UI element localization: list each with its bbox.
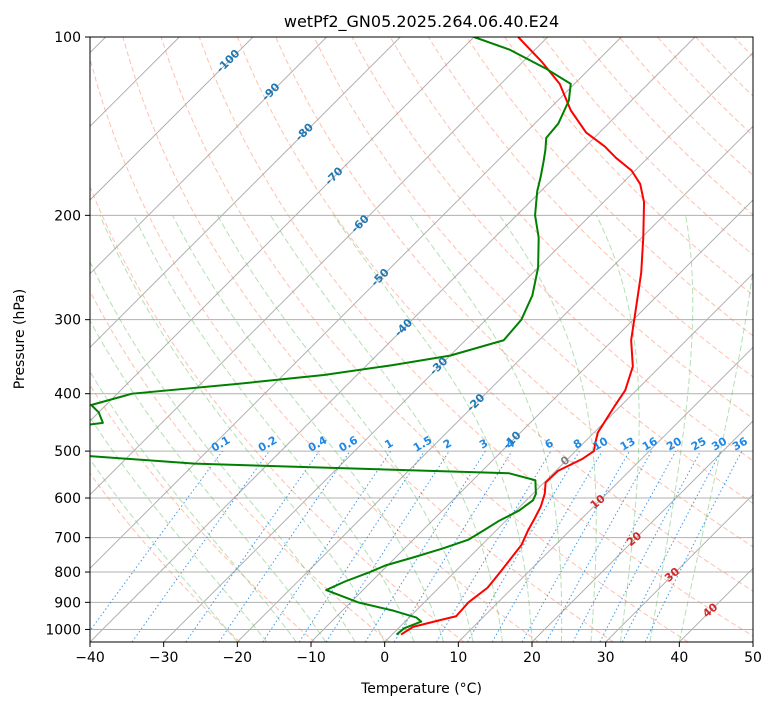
dry-adiabat: [122, 37, 614, 642]
plot-frame: [89, 36, 754, 643]
dry-adiabat: [198, 37, 753, 637]
y-axis-label: Pressure (hPa): [12, 289, 28, 389]
x-tick-label: 40: [670, 650, 688, 666]
isotherm-line: [752, 641, 753, 642]
isotherm-line: [90, 37, 696, 642]
mixing-ratio-label: 6: [543, 436, 556, 451]
y-tick-label: 1000: [45, 622, 81, 638]
moist-adiabat: [172, 215, 445, 642]
mixing-ratio-line: [325, 450, 450, 642]
tick-layer: −40 −30 −20 −10 0 10 20 30 40 50 100 200 300 400 500 60…: [45, 30, 762, 666]
isotherm-line: [384, 272, 753, 642]
mixing-ratio-line: [545, 450, 653, 642]
y-tick-label: 600: [54, 491, 81, 507]
x-tick-label: 50: [744, 650, 762, 666]
mixing-ratio-line: [364, 450, 486, 642]
moist-adiabat: [90, 370, 297, 642]
dry-adiabat: [90, 384, 315, 642]
mixing-ratio-line: [393, 450, 513, 642]
isotherm-line: [163, 51, 753, 642]
x-tick-label: 10: [449, 650, 467, 666]
moist-adiabat: [649, 215, 694, 642]
dry-adiabat: [427, 37, 753, 378]
dry-adiabat: [351, 37, 753, 462]
x-axis-label: Temperature (°C): [360, 681, 482, 697]
dry-adiabat: [733, 37, 753, 58]
data-layer: [90, 37, 646, 636]
y-tick-label: 200: [54, 208, 81, 224]
y-tick-label: 100: [54, 30, 81, 46]
isotherm-line: [531, 420, 753, 642]
mixing-ratio-line: [644, 450, 743, 642]
moist-adiabat: [133, 215, 415, 642]
dry-adiabat: [237, 37, 753, 592]
dry-adiabat: [542, 37, 753, 256]
x-tick-label: −10: [296, 650, 326, 666]
mixing-ratio-label: 3: [477, 437, 490, 452]
isotherm-line: [90, 37, 549, 496]
dry-adiabat: [90, 56, 540, 642]
moist-adiabat: [217, 215, 474, 642]
y-tick-label: 500: [54, 444, 81, 460]
dry-adiabat: [657, 37, 753, 137]
isotherm-line: [90, 37, 622, 570]
x-tick-label: 0: [380, 650, 389, 666]
moist-adiabat: [270, 215, 504, 642]
mixing-ratio-line: [521, 450, 630, 642]
moist-adiabat: [499, 215, 597, 642]
y-tick-label: 300: [54, 313, 81, 329]
moist-adiabat: [90, 458, 238, 642]
isotherm-line: [236, 125, 753, 642]
isotherm-line: [605, 493, 753, 642]
x-tick-label: −30: [149, 650, 179, 666]
mixing-ratio-line: [90, 450, 223, 632]
y-tick-label: 400: [54, 387, 81, 403]
mixing-ratio-line: [131, 450, 270, 642]
mixing-ratio-line: [262, 450, 392, 642]
x-tick-label: −20: [223, 650, 253, 666]
dry-adiabat: [90, 290, 390, 642]
dry-adiabat: [275, 37, 753, 548]
mixing-ratio-line: [185, 450, 320, 642]
label-layer: -100-90-80-70-60-50-40-30-20-100.1 0.2 0.4…: [209, 47, 750, 621]
x-tick-label: 30: [597, 650, 615, 666]
moist-adiabat: [333, 215, 533, 642]
temperature-trace: [400, 37, 646, 636]
moist-adiabat: [596, 215, 640, 642]
y-tick-label: 900: [54, 595, 81, 611]
grid-layer: [90, 37, 753, 642]
moist-adiabat: [90, 319, 327, 642]
y-tick-label: 800: [54, 565, 81, 581]
y-tick-label: 700: [54, 531, 81, 547]
dry-adiabat: [160, 37, 689, 642]
x-tick-label: −40: [75, 650, 105, 666]
dry-adiabat: [90, 472, 241, 642]
dry-adiabat: [466, 37, 753, 337]
mixing-ratio-line: [572, 450, 677, 642]
moist-adiabat: [99, 215, 386, 642]
moist-adiabat: [409, 215, 563, 642]
isotherm-line: [90, 37, 475, 422]
isotherm-line: [310, 199, 753, 642]
isotherm-line: [90, 37, 328, 275]
dry-adiabat: [90, 185, 465, 642]
isotherm-line: [90, 37, 401, 349]
mixing-ratio-line: [218, 450, 351, 642]
mixing-ratio-label: 2: [441, 437, 454, 452]
isotherm-line: [678, 567, 753, 642]
isotherm-line: [457, 346, 753, 642]
dry-adiabat: [695, 37, 753, 97]
dry-adiabat: [313, 37, 753, 505]
moist-adiabat: [678, 265, 753, 642]
moist-adiabat: [90, 416, 268, 642]
mixing-ratio-line: [298, 450, 425, 642]
x-tick-label: 20: [523, 650, 541, 666]
mixing-ratio-label: 1: [382, 437, 395, 452]
isotherm-line: [90, 37, 254, 201]
chart-title: wetPf2_GN05.2025.264.06.40.E24: [284, 12, 559, 32]
dewpoint-trace: [90, 37, 572, 636]
dry-adiabat: [504, 37, 753, 296]
moist-adiabat: [90, 260, 356, 642]
